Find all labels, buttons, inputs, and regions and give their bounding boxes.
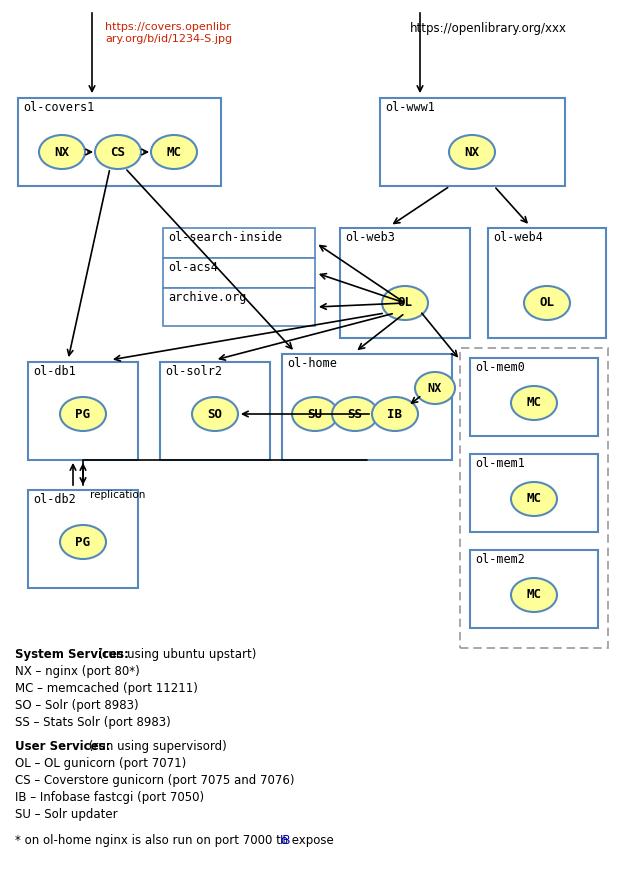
Ellipse shape	[60, 397, 106, 431]
Ellipse shape	[511, 482, 557, 516]
Text: IB: IB	[387, 408, 402, 420]
Bar	[470, 454, 598, 532]
Ellipse shape	[39, 135, 85, 169]
Text: ol-home: ol-home	[287, 357, 337, 370]
Bar	[470, 358, 598, 436]
Text: ol-mem0: ol-mem0	[475, 361, 525, 374]
Text: PG: PG	[76, 536, 90, 548]
Text: ol-web3: ol-web3	[345, 231, 395, 244]
Bar	[470, 550, 598, 628]
Text: CS – Coverstore gunicorn (port 7075 and 7076): CS – Coverstore gunicorn (port 7075 and …	[15, 774, 295, 787]
Text: MC: MC	[527, 493, 542, 505]
Bar	[160, 362, 270, 460]
Text: SO: SO	[207, 408, 222, 420]
Bar	[460, 348, 608, 648]
Text: ol-covers1: ol-covers1	[23, 101, 94, 114]
Ellipse shape	[511, 578, 557, 612]
Text: ol-acs4: ol-acs4	[168, 261, 218, 274]
Bar	[28, 362, 138, 460]
Text: ol-db1: ol-db1	[33, 365, 76, 378]
Text: OL: OL	[540, 296, 555, 310]
Bar	[163, 228, 315, 258]
Text: MC: MC	[167, 146, 181, 159]
Ellipse shape	[511, 386, 557, 420]
Text: IB – Infobase fastcgi (port 7050): IB – Infobase fastcgi (port 7050)	[15, 791, 204, 804]
Bar	[18, 98, 221, 186]
Text: IB: IB	[280, 834, 292, 847]
Text: * on ol-home nginx is also run on port 7000 to expose: * on ol-home nginx is also run on port 7…	[15, 834, 337, 847]
Text: MC – memcached (port 11211): MC – memcached (port 11211)	[15, 682, 198, 695]
Bar	[163, 258, 315, 288]
Ellipse shape	[524, 286, 570, 320]
Text: archive.org: archive.org	[168, 291, 246, 304]
Bar	[163, 288, 315, 326]
Ellipse shape	[292, 397, 338, 431]
Text: PG: PG	[76, 408, 90, 420]
Text: https://openlibrary.org/xxx: https://openlibrary.org/xxx	[410, 22, 567, 35]
Text: NX: NX	[54, 146, 69, 159]
Ellipse shape	[151, 135, 197, 169]
Text: SS: SS	[347, 408, 363, 420]
Text: System Services:: System Services:	[15, 648, 129, 661]
Text: MC: MC	[527, 396, 542, 410]
Text: MC: MC	[527, 588, 542, 602]
Ellipse shape	[415, 372, 455, 404]
Ellipse shape	[192, 397, 238, 431]
Text: ol-mem2: ol-mem2	[475, 553, 525, 566]
Bar	[380, 98, 565, 186]
Text: OL – OL gunicorn (port 7071): OL – OL gunicorn (port 7071)	[15, 757, 186, 770]
Bar	[282, 354, 452, 460]
Text: (run using supervisord): (run using supervisord)	[85, 740, 227, 753]
Text: NX – nginx (port 80*): NX – nginx (port 80*)	[15, 665, 140, 678]
Text: ol-solr2: ol-solr2	[165, 365, 222, 378]
Text: OL: OL	[397, 296, 412, 310]
Ellipse shape	[382, 286, 428, 320]
Text: NX: NX	[428, 381, 442, 395]
Text: ol-db2: ol-db2	[33, 493, 76, 506]
Ellipse shape	[95, 135, 141, 169]
Text: SU – Solr updater: SU – Solr updater	[15, 808, 118, 821]
Text: CS: CS	[111, 146, 126, 159]
Bar	[340, 228, 470, 338]
Text: ol-mem1: ol-mem1	[475, 457, 525, 470]
Ellipse shape	[60, 525, 106, 559]
Ellipse shape	[372, 397, 418, 431]
Ellipse shape	[332, 397, 378, 431]
Text: SO – Solr (port 8983): SO – Solr (port 8983)	[15, 699, 139, 712]
Bar	[28, 490, 138, 588]
Text: ol-search-inside: ol-search-inside	[168, 231, 282, 244]
Text: SU: SU	[308, 408, 322, 420]
Text: replication: replication	[90, 490, 145, 500]
Text: SS – Stats Solr (port 8983): SS – Stats Solr (port 8983)	[15, 716, 171, 729]
Text: ol-www1: ol-www1	[385, 101, 435, 114]
Bar	[488, 228, 606, 338]
Text: https://covers.openlibr
ary.org/b/id/1234-S.jpg: https://covers.openlibr ary.org/b/id/123…	[105, 22, 232, 44]
Text: NX: NX	[464, 146, 480, 159]
Text: User Services:: User Services:	[15, 740, 111, 753]
Text: (run using ubuntu upstart): (run using ubuntu upstart)	[95, 648, 256, 661]
Ellipse shape	[449, 135, 495, 169]
Text: ol-web4: ol-web4	[493, 231, 543, 244]
